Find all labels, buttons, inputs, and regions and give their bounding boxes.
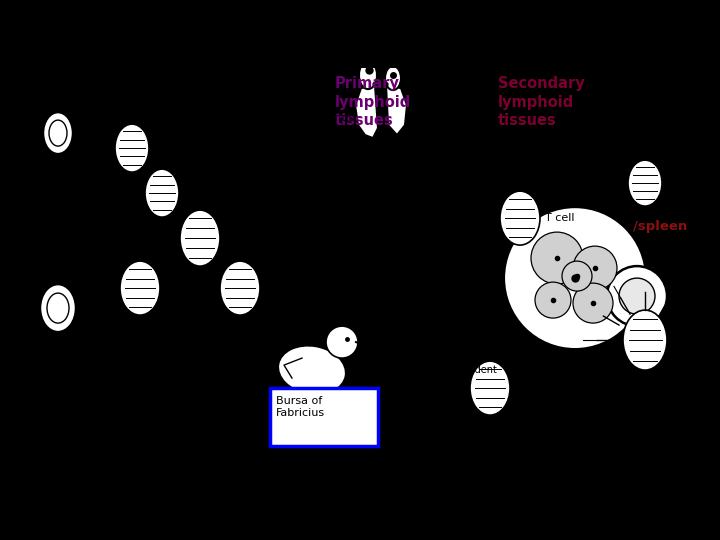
Ellipse shape — [500, 191, 540, 245]
Circle shape — [535, 282, 571, 318]
Text: Humoral
immunity: Humoral immunity — [673, 395, 720, 417]
Circle shape — [607, 266, 667, 326]
Text: To thymic-
independent
regions: To thymic- independent regions — [435, 353, 497, 386]
Circle shape — [503, 206, 647, 350]
Text: MATURATION  OF  LYMPHOCYTES: MATURATION OF LYMPHOCYTES — [18, 80, 302, 98]
Ellipse shape — [278, 346, 346, 394]
Text: Chicken: Chicken — [270, 308, 314, 318]
Ellipse shape — [120, 261, 160, 315]
Ellipse shape — [385, 66, 401, 90]
Ellipse shape — [43, 112, 73, 154]
Text: /spleen: /spleen — [633, 220, 688, 233]
Text: Human: Human — [350, 453, 390, 463]
Text: Stem cell
In Bone Marrow: Stem cell In Bone Marrow — [46, 332, 127, 354]
Circle shape — [573, 283, 613, 323]
Ellipse shape — [40, 284, 76, 332]
Circle shape — [326, 326, 358, 358]
Text: Primary
lymphoid
tissues: Primary lymphoid tissues — [335, 76, 411, 129]
Text: Cell mediated
Immunity: Cell mediated Immunity — [588, 113, 661, 134]
Text: Plasma cell: Plasma cell — [673, 327, 720, 337]
Text: Myeloid: Myeloid — [78, 119, 109, 155]
Text: Lymphoid: Lymphoid — [105, 252, 156, 262]
Text: Bursa of
Fabricius: Bursa of Fabricius — [276, 396, 325, 418]
Circle shape — [531, 232, 583, 284]
Ellipse shape — [115, 124, 149, 172]
Ellipse shape — [220, 261, 260, 315]
Bar — [270, 388, 378, 446]
Ellipse shape — [145, 169, 179, 217]
Ellipse shape — [47, 293, 69, 323]
Text: ?: ? — [382, 466, 389, 480]
Polygon shape — [355, 85, 378, 138]
Ellipse shape — [470, 361, 510, 415]
Ellipse shape — [180, 210, 220, 266]
Text: B cell: B cell — [515, 383, 545, 393]
Text: Thymus: Thymus — [310, 113, 354, 123]
Ellipse shape — [623, 310, 667, 370]
Polygon shape — [386, 85, 407, 135]
Circle shape — [562, 261, 592, 291]
Ellipse shape — [49, 120, 67, 146]
Text: To thymic-
dependent
region: To thymic- dependent region — [435, 238, 488, 271]
Text: Secondary
lymphoid
tissues: Secondary lymphoid tissues — [498, 76, 585, 129]
Text: Erythroid: Erythroid — [100, 170, 143, 202]
Ellipse shape — [628, 160, 662, 206]
Ellipse shape — [359, 61, 377, 89]
Circle shape — [619, 278, 655, 314]
Text: Lymph node: Lymph node — [633, 206, 696, 216]
Circle shape — [573, 246, 617, 290]
Text: T cell: T cell — [545, 213, 575, 223]
Text: Megakaryocyte: Megakaryocyte — [105, 219, 175, 242]
